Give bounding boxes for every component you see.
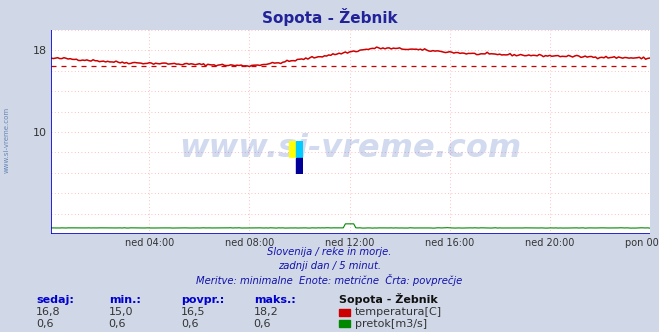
Text: min.:: min.:	[109, 295, 140, 305]
Text: 18,2: 18,2	[254, 307, 279, 317]
Text: sedaj:: sedaj:	[36, 295, 74, 305]
Text: 16,8: 16,8	[36, 307, 61, 317]
Bar	[289, 158, 296, 174]
Text: Slovenija / reke in morje.: Slovenija / reke in morje.	[268, 247, 391, 257]
Text: Sopota - Žebnik: Sopota - Žebnik	[262, 8, 397, 26]
Text: www.si-vreme.com: www.si-vreme.com	[3, 106, 10, 173]
Text: povpr.:: povpr.:	[181, 295, 225, 305]
Text: 0,6: 0,6	[109, 319, 127, 329]
Text: Meritve: minimalne  Enote: metrične  Črta: povprečje: Meritve: minimalne Enote: metrične Črta:…	[196, 274, 463, 286]
Text: zadnji dan / 5 minut.: zadnji dan / 5 minut.	[278, 261, 381, 271]
Bar	[296, 141, 303, 158]
Text: 0,6: 0,6	[36, 319, 54, 329]
Text: Sopota - Žebnik: Sopota - Žebnik	[339, 293, 438, 305]
Text: maks.:: maks.:	[254, 295, 295, 305]
Text: 0,6: 0,6	[254, 319, 272, 329]
Text: 16,5: 16,5	[181, 307, 206, 317]
Bar	[289, 141, 296, 158]
Text: temperatura[C]: temperatura[C]	[355, 307, 442, 317]
Text: www.si-vreme.com: www.si-vreme.com	[179, 133, 522, 164]
Text: 0,6: 0,6	[181, 319, 199, 329]
Text: 15,0: 15,0	[109, 307, 133, 317]
Bar	[296, 158, 303, 174]
Text: pretok[m3/s]: pretok[m3/s]	[355, 319, 426, 329]
